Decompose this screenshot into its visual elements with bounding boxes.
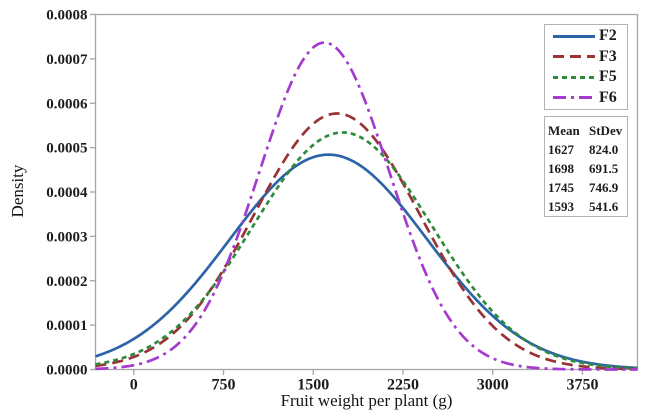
legend-line-sample-f2 [553, 34, 595, 38]
stats-header-stdev: StDev [589, 123, 623, 138]
stats-mean-f6: 1593 [548, 199, 574, 214]
legend-item-f2: F2 [545, 27, 627, 46]
x-tick-label: 750 [212, 377, 236, 394]
legend-line-sample-f6 [553, 96, 595, 100]
legend-label-f2: F2 [599, 27, 617, 45]
stats-mean-f5: 1745 [548, 180, 574, 195]
legend: F2 F3 F5 F6 [544, 24, 628, 110]
y-axis-title: Density [8, 164, 27, 218]
stats-row-f3: 1698 691.5 [548, 159, 627, 178]
stats-header-row: Mean StDev [548, 121, 627, 140]
y-tick-label: 0.0005 [46, 141, 87, 157]
y-tick-label: 0.0006 [46, 96, 88, 112]
x-axis-title: Fruit weight per plant (g) [280, 391, 453, 410]
stats-stdev-f5: 746.9 [589, 180, 619, 195]
x-tick-label: 3750 [566, 377, 598, 394]
legend-item-f3: F3 [545, 47, 627, 66]
legend-label-f3: F3 [599, 47, 617, 65]
legend-line-sample-f5 [553, 75, 595, 79]
curve-f3 [95, 112, 638, 371]
legend-item-f5: F5 [545, 68, 627, 87]
x-tick-label: 2250 [387, 377, 419, 394]
y-tick-label: 0.0004 [46, 185, 88, 201]
legend-label-f5: F5 [599, 68, 617, 86]
legend-line-sample-f3 [553, 55, 595, 59]
legend-label-f6: F6 [599, 88, 617, 106]
stats-stdev-f2: 824.0 [589, 142, 619, 157]
y-tick-label: 0.0002 [46, 274, 87, 290]
x-tick-label: 0 [130, 377, 138, 394]
stats-header-mean: Mean [548, 123, 580, 138]
x-tick-label: 1500 [297, 377, 329, 394]
y-tick-label: 0.0003 [46, 229, 87, 245]
x-tick-label: 3000 [477, 377, 509, 394]
stats-stdev-f6: 541.6 [589, 199, 619, 214]
stats-mean-f2: 1627 [548, 142, 574, 157]
stats-row-f6: 1593 541.6 [548, 197, 627, 216]
stats-table: Mean StDev 1627 824.0 1698 691.5 1745 746.9 … [544, 116, 628, 217]
y-tick-label: 0.0007 [46, 52, 88, 68]
legend-item-f6: F6 [545, 88, 627, 107]
curve-f5 [95, 131, 638, 370]
y-tick-label: 0.0008 [46, 8, 87, 24]
stats-row-f5: 1745 746.9 [548, 178, 627, 197]
stats-stdev-f3: 691.5 [589, 161, 619, 176]
y-tick-label: 0.0001 [46, 318, 87, 334]
y-tick-label: 0.0000 [46, 363, 87, 379]
stats-mean-f3: 1698 [548, 161, 574, 176]
curve-f6 [95, 41, 638, 371]
stats-row-f2: 1627 824.0 [548, 140, 627, 159]
